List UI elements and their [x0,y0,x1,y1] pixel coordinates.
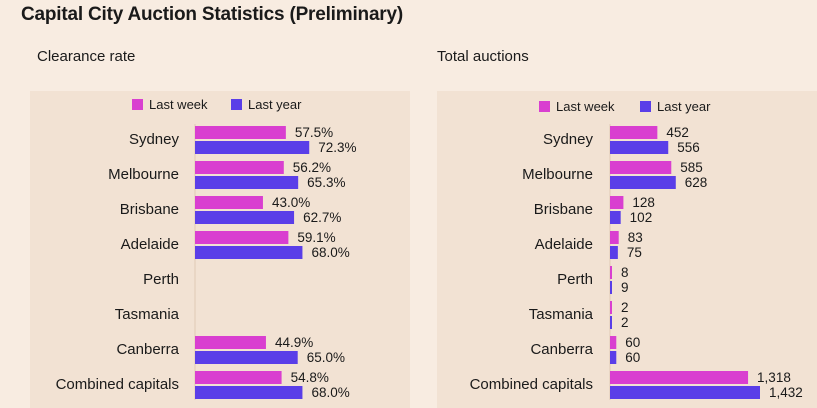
auctions-bar [610,211,621,224]
auctions-data-label: 60 [625,335,640,350]
auctions-bar [610,316,612,329]
clearance-category-label: Adelaide [121,236,179,253]
auctions-bar [610,141,669,154]
clearance-data-label: 43.0% [272,195,310,210]
auctions-bar [610,176,676,189]
auctions-data-label: 2 [621,315,629,330]
auctions-category-label: Perth [557,271,593,288]
auctions-data-label: 628 [685,175,708,190]
auctions-bar [610,336,617,349]
clearance-category-label: Perth [143,271,179,288]
clearance-legend-label: Last week [149,97,208,112]
auctions-data-label: 102 [630,210,653,225]
clearance-bar [195,336,266,349]
auctions-data-label: 585 [680,160,703,175]
auctions-legend-label: Last week [556,99,615,114]
clearance-bar [195,371,282,384]
auctions-bar [610,281,612,294]
clearance-category-label: Sydney [129,131,180,148]
clearance-bar [195,141,310,154]
clearance-data-label: 72.3% [318,140,356,155]
clearance-bar [195,386,303,399]
auctions-category-label: Adelaide [535,236,593,253]
auctions-bar [610,386,760,399]
auctions-bar [610,161,672,174]
clearance-data-label: 68.0% [311,245,349,260]
total-auctions-title: Total auctions [437,48,529,65]
clearance-legend-label: Last year [248,97,302,112]
clearance-category-label: Tasmania [115,306,180,323]
clearance-bar [195,161,284,174]
auctions-data-label: 452 [666,125,689,140]
clearance-data-label: 59.1% [297,230,335,245]
auctions-legend-swatch [640,101,651,112]
clearance-bar [195,126,286,139]
auctions-bar [610,301,612,314]
clearance-data-label: 57.5% [295,125,333,140]
auctions-data-label: 2 [621,300,629,315]
auctions-category-label: Brisbane [534,201,593,218]
auctions-data-label: 1,432 [769,385,803,400]
clearance-data-label: 68.0% [311,385,349,400]
auctions-legend-label: Last year [657,99,711,114]
clearance-category-label: Brisbane [120,201,179,218]
auctions-bar [610,266,612,279]
clearance-bar [195,246,303,259]
page-title: Capital City Auction Statistics (Prelimi… [21,4,403,25]
auctions-bar [610,196,624,209]
auctions-category-label: Combined capitals [470,376,593,393]
auctions-legend-swatch [539,101,550,112]
clearance-bar [195,176,299,189]
clearance-rate-title: Clearance rate [37,48,136,65]
auctions-category-label: Melbourne [522,166,593,183]
clearance-data-label: 62.7% [303,210,341,225]
clearance-legend-swatch [231,99,242,110]
auctions-data-label: 128 [632,195,655,210]
auctions-bar [610,351,617,364]
auctions-category-label: Canberra [530,341,593,358]
auctions-bar [610,246,618,259]
auctions-data-label: 83 [628,230,643,245]
auctions-data-label: 75 [627,245,642,260]
auctions-category-label: Tasmania [529,306,594,323]
auctions-bar [610,231,619,244]
auctions-bar [610,126,658,139]
clearance-data-label: 56.2% [293,160,331,175]
clearance-data-label: 44.9% [275,335,313,350]
auctions-data-label: 60 [625,350,640,365]
clearance-bar [195,211,295,224]
clearance-bar [195,351,298,364]
clearance-category-label: Melbourne [108,166,179,183]
auctions-bar [610,371,749,384]
auctions-category-label: Sydney [543,131,594,148]
clearance-category-label: Canberra [116,341,179,358]
clearance-category-label: Combined capitals [56,376,179,393]
auctions-data-label: 8 [621,265,629,280]
clearance-data-label: 54.8% [291,370,329,385]
clearance-bar [195,196,263,209]
clearance-legend-swatch [132,99,143,110]
clearance-bar [195,231,289,244]
clearance-data-label: 65.3% [307,175,345,190]
clearance-data-label: 65.0% [307,350,345,365]
auctions-data-label: 1,318 [757,370,791,385]
auctions-data-label: 556 [677,140,700,155]
auctions-data-label: 9 [621,280,629,295]
